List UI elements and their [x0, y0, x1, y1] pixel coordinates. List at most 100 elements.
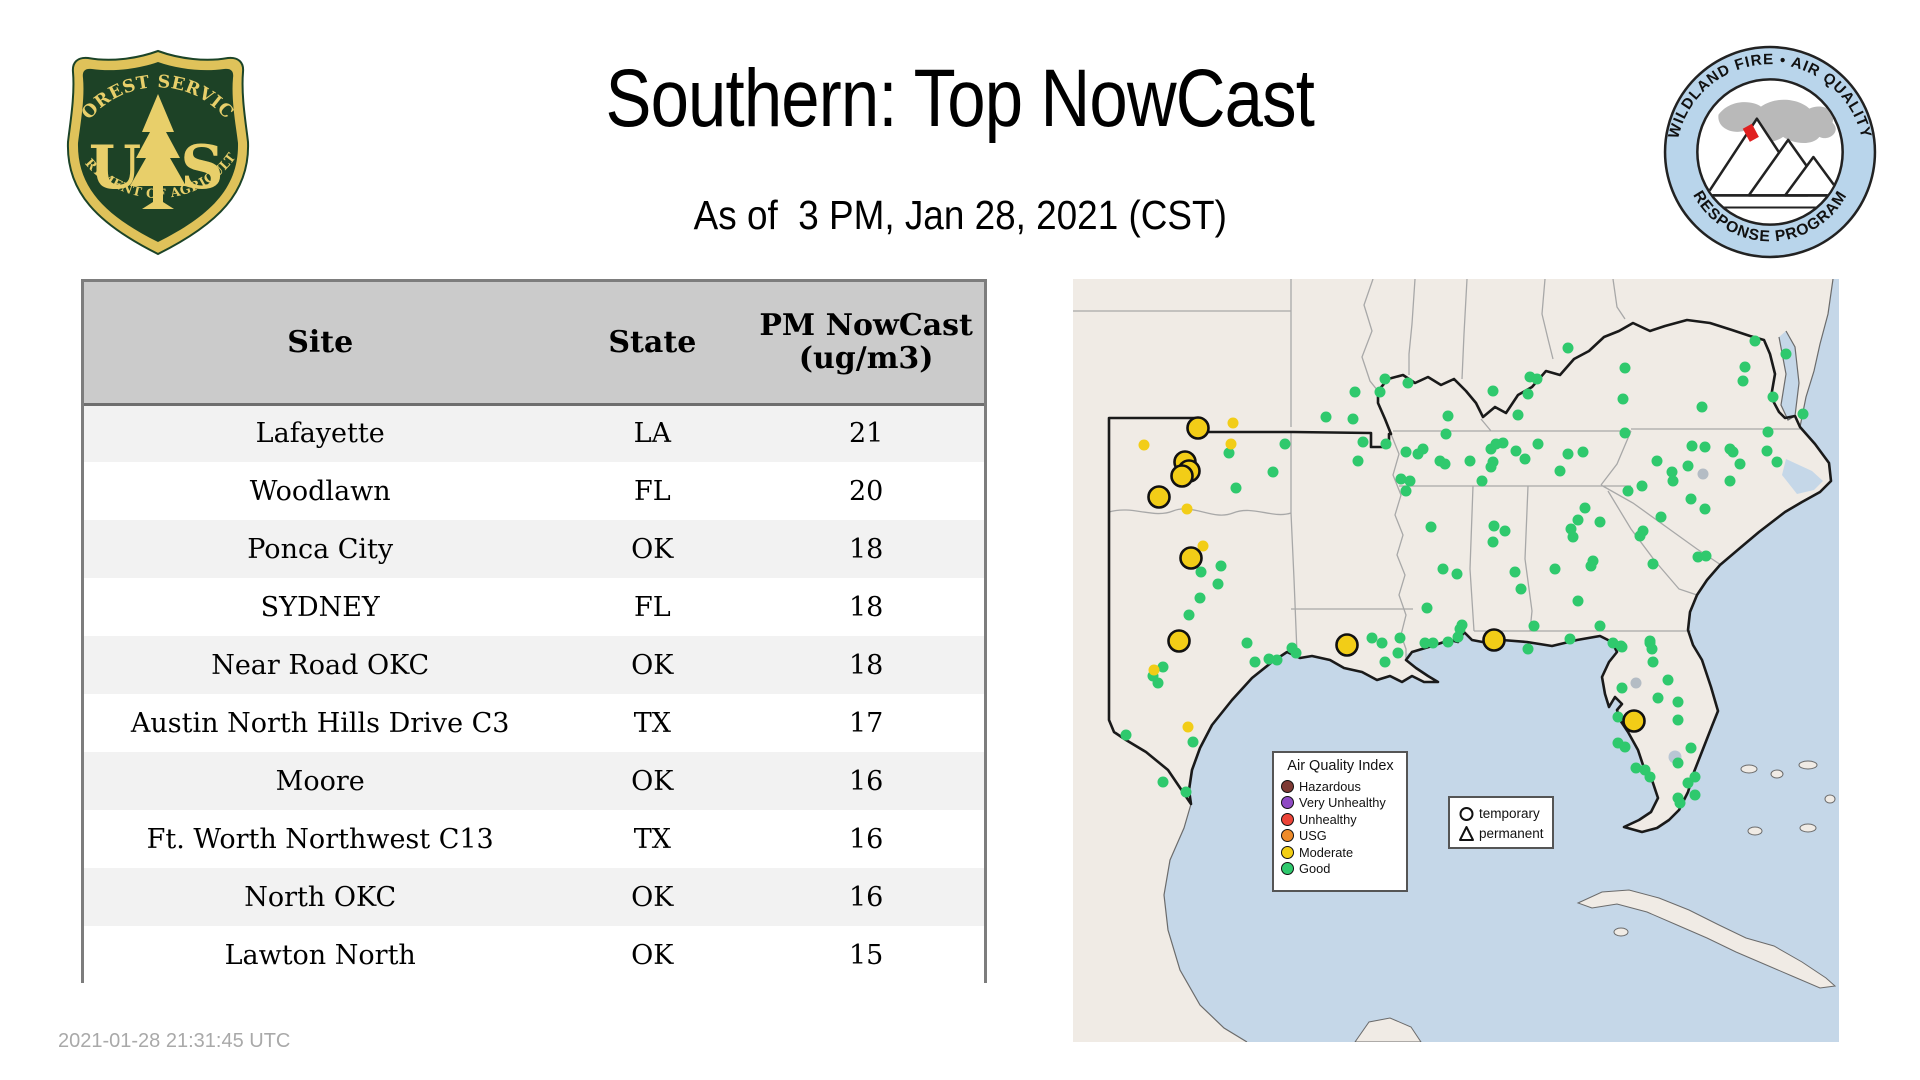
cell-state: LA: [633, 418, 672, 450]
temporary-circle-icon: [1459, 806, 1474, 821]
site-good-temporary: [1617, 393, 1629, 405]
site-good-temporary: [1374, 386, 1386, 398]
aqi-legend-title: Air Quality Index: [1287, 758, 1394, 774]
table-row: Woodlawn FL 20: [84, 462, 984, 520]
site-good-temporary: [1425, 521, 1437, 533]
aqi-legend-item: Good: [1281, 861, 1400, 878]
site-good-temporary: [1442, 410, 1454, 422]
site-good-temporary: [1528, 620, 1540, 632]
site-moderate-temporary: [1148, 664, 1160, 676]
site-good-temporary: [1749, 335, 1761, 347]
aqi-legend-label: Moderate: [1299, 844, 1354, 860]
site-good-temporary: [1476, 475, 1488, 487]
site-good-temporary: [1652, 692, 1664, 704]
table-header-row: Site State PM NowCast (ug/m3): [84, 282, 984, 406]
generated-timestamp: 2021-01-28 21:31:45 UTC: [58, 1030, 291, 1052]
site-good-temporary: [1686, 440, 1698, 452]
cell-value: 18: [848, 649, 884, 681]
site-good-temporary: [1667, 475, 1679, 487]
wfaqrp-logo: WILDLAND FIRE • AIR QUALITY RESPONSE PRO…: [1663, 45, 1877, 259]
site-good-temporary: [1662, 674, 1674, 686]
map-canvas: [1073, 279, 1839, 1042]
cell-site: Austin North Hills Drive C3: [130, 707, 510, 739]
aqi-legend-label: Unhealthy: [1299, 811, 1357, 827]
cell-site: SYDNEY: [260, 591, 380, 623]
aqi-color-dot: [1281, 829, 1294, 843]
cell-state: TX: [633, 823, 671, 855]
site-good-temporary: [1487, 385, 1499, 397]
site-moderate-permanent: [1186, 416, 1210, 440]
cell-site: Ft. Worth Northwest C13: [146, 823, 494, 855]
site-good-temporary: [1400, 446, 1412, 458]
site-good-temporary: [1485, 461, 1497, 473]
site-good-temporary: [1666, 466, 1678, 478]
site-moderate-temporary: [1182, 721, 1194, 733]
type-key-temporary-row: temporary: [1458, 803, 1548, 823]
site-good-temporary: [1394, 632, 1406, 644]
site-good-temporary: [1577, 446, 1589, 458]
site-moderate-permanent: [1167, 629, 1191, 653]
site-good-temporary: [1674, 797, 1686, 809]
site-good-temporary: [1376, 637, 1388, 649]
site-moderate-temporary: [1225, 438, 1237, 450]
cell-site: Ponca City: [247, 533, 394, 565]
site-good-temporary: [1655, 511, 1667, 523]
site-good-temporary: [1510, 445, 1522, 457]
site-good-temporary: [1522, 643, 1534, 655]
cell-value: 18: [848, 533, 884, 565]
cell-state: FL: [633, 475, 671, 507]
aqi-legend-item: Very Unhealthy: [1281, 795, 1400, 812]
air-quality-map: Air Quality Index Hazardous Very Unhealth…: [1073, 279, 1839, 1042]
flame-mark-icon: [1742, 123, 1759, 142]
site-good-temporary: [1215, 560, 1227, 572]
aqi-legend-label: Very Unhealthy: [1299, 795, 1386, 811]
table-row: North OKC OK 16: [84, 868, 984, 926]
fs-letter-s: S: [180, 133, 223, 203]
site-good-temporary: [1616, 682, 1628, 694]
table-row: Austin North Hills Drive C3 TX 17: [84, 694, 984, 752]
site-good-temporary: [1615, 640, 1627, 652]
site-good-temporary: [1619, 362, 1631, 374]
permanent-triangle-icon: [1459, 825, 1474, 841]
site-good-temporary: [1157, 776, 1169, 788]
site-good-temporary: [1349, 386, 1361, 398]
site-good-temporary: [1400, 485, 1412, 497]
cell-value: 17: [848, 707, 884, 739]
site-good-temporary: [1549, 563, 1561, 575]
cell-state: OK: [631, 765, 674, 797]
site-good-temporary: [1499, 525, 1511, 537]
site-good-temporary: [1636, 480, 1648, 492]
site-good-temporary: [1647, 656, 1659, 668]
column-header-state: State: [556, 282, 749, 406]
cell-state: OK: [631, 939, 674, 971]
cell-value: 16: [848, 881, 884, 913]
site-moderate-temporary: [1197, 540, 1209, 552]
cell-value: 16: [848, 765, 884, 797]
site-good-temporary: [1692, 551, 1704, 563]
site-good-temporary: [1183, 609, 1195, 621]
aqi-legend: Air Quality Index Hazardous Very Unhealth…: [1272, 751, 1408, 892]
top-nowcast-table: Site State PM NowCast (ug/m3) Lafayette L…: [81, 279, 987, 984]
site-moderate-permanent: [1622, 709, 1646, 733]
site-good-temporary: [1519, 453, 1531, 465]
site-good-temporary: [1567, 531, 1579, 543]
isla-juventud: [1613, 927, 1629, 937]
site-good-temporary: [1249, 656, 1261, 668]
site-good-temporary: [1379, 656, 1391, 668]
cell-value: 15: [848, 939, 884, 971]
cell-site: Woodlawn: [249, 475, 391, 507]
site-good-temporary: [1619, 741, 1631, 753]
site-good-temporary: [1685, 742, 1697, 754]
site-good-temporary: [1682, 460, 1694, 472]
site-good-temporary: [1622, 485, 1634, 497]
site-good-temporary: [1737, 375, 1749, 387]
cell-value: 16: [848, 823, 884, 855]
site-good-temporary: [1699, 441, 1711, 453]
site-good-temporary: [1487, 536, 1499, 548]
yucatan: [1354, 1017, 1422, 1042]
site-good-temporary: [1699, 503, 1711, 515]
aqi-legend-item: Hazardous: [1281, 778, 1400, 795]
site-good-temporary: [1739, 361, 1751, 373]
site-good-temporary: [1682, 777, 1694, 789]
